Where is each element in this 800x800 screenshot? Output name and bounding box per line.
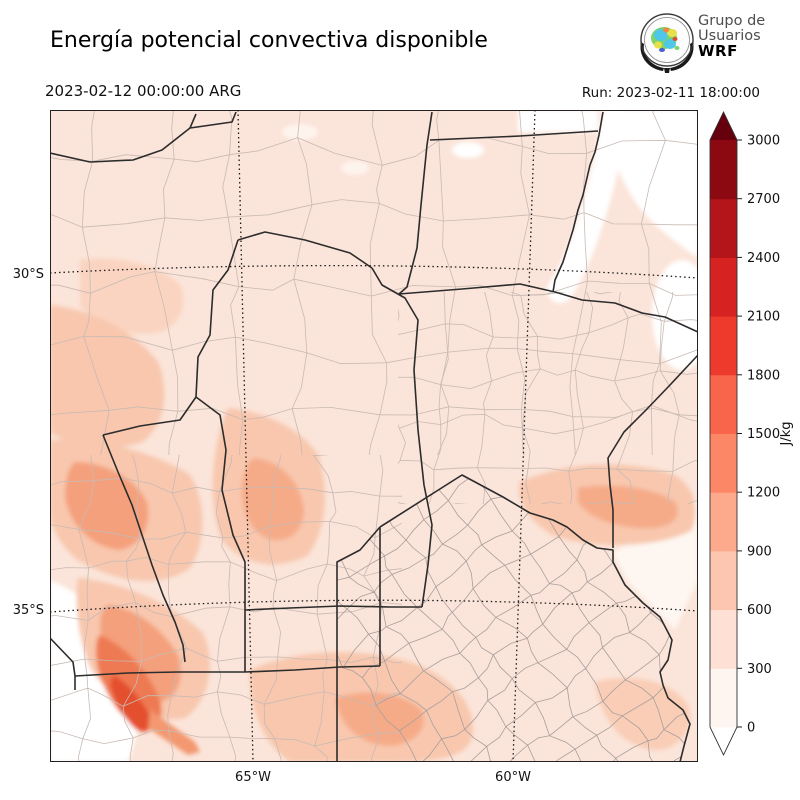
colorbar-tick-label: 2100	[747, 310, 780, 325]
colorbar-tick-label: 2700	[747, 192, 780, 207]
department-boundaries-southwest	[50, 455, 402, 762]
colorbar-segment-1500-1800	[710, 374, 737, 434]
colorbar-tick-label: 0	[747, 721, 755, 736]
colorbar: 0 300 600 900 1200 1500 1800 2100 2400 2700 3000 J/…	[702, 104, 800, 784]
colorbar-tick-label: 3000	[747, 134, 780, 149]
lon-label-60w: 60°W	[495, 770, 531, 785]
colorbar-tick-label: 300	[747, 662, 772, 677]
graticule	[50, 110, 698, 762]
logo-emblem-icon	[640, 13, 694, 73]
colorbar-segment-0-300	[710, 668, 737, 728]
gridline-35s	[50, 599, 698, 613]
department-boundaries-north	[50, 110, 698, 455]
page-title: Energía potencial convectiva disponible	[50, 28, 488, 53]
run-time-label: Run: 2023-02-11 18:00:00	[581, 85, 760, 101]
valid-time-label: 2023-02-12 00:00:00 ARG	[45, 82, 242, 100]
logo-text: Grupo de Usuarios WRF	[698, 14, 765, 59]
colorbar-canvas: 0 300 600 900 1200 1500 1800 2100 2400 2700 3000 J/…	[709, 110, 794, 757]
map-frame	[50, 110, 698, 762]
colorbar-segment-1200-1500	[710, 433, 737, 493]
logo-line-2: Usuarios	[698, 28, 761, 44]
department-boundaries-east	[398, 292, 698, 504]
colorbar-tick-label: 1800	[747, 368, 780, 383]
lat-label-35s: 35°S	[12, 603, 44, 618]
colorbar-arrow-over	[710, 112, 737, 140]
gridline-65w	[237, 110, 254, 762]
colorbar-segment-900-1200	[710, 492, 737, 552]
lon-label-65w: 65°W	[235, 770, 271, 785]
province-boundaries	[50, 111, 698, 762]
colorbar-segment-2400-2700	[710, 198, 737, 258]
colorbar-tick-label: 1500	[747, 427, 780, 442]
map-canvas	[50, 110, 698, 762]
colorbar-segment-2700-3000	[710, 140, 737, 200]
colorbar-tick-label: 600	[747, 603, 772, 618]
boundary-mesh	[398, 292, 698, 504]
colorbar-unit-label: J/kg	[779, 422, 794, 447]
logo-line-1: Grupo de	[698, 13, 766, 29]
colorbar-segment-600-900	[710, 550, 737, 611]
colorbar-tick-label: 2400	[747, 251, 780, 266]
cape-map	[50, 110, 698, 762]
colorbar-tick-label: 1200	[747, 486, 780, 501]
logo-line-3: WRF	[698, 42, 738, 60]
colorbar-segment-300-600	[710, 609, 737, 669]
cape-field-patches	[50, 110, 698, 762]
colorbar-arrow-under	[710, 727, 737, 755]
colorbar-segment-2100-2400	[710, 257, 737, 317]
gridline-60w	[512, 110, 536, 762]
colorbar-segment-1800-2100	[710, 316, 737, 376]
boundary-mesh	[50, 110, 698, 455]
wrf-users-group-logo: Grupo de Usuarios WRF	[636, 8, 800, 74]
lat-label-30s: 30°S	[12, 267, 44, 282]
gridline-30s	[50, 264, 698, 279]
boundary-mesh	[50, 455, 402, 762]
colorbar-tick-label: 900	[747, 544, 772, 559]
